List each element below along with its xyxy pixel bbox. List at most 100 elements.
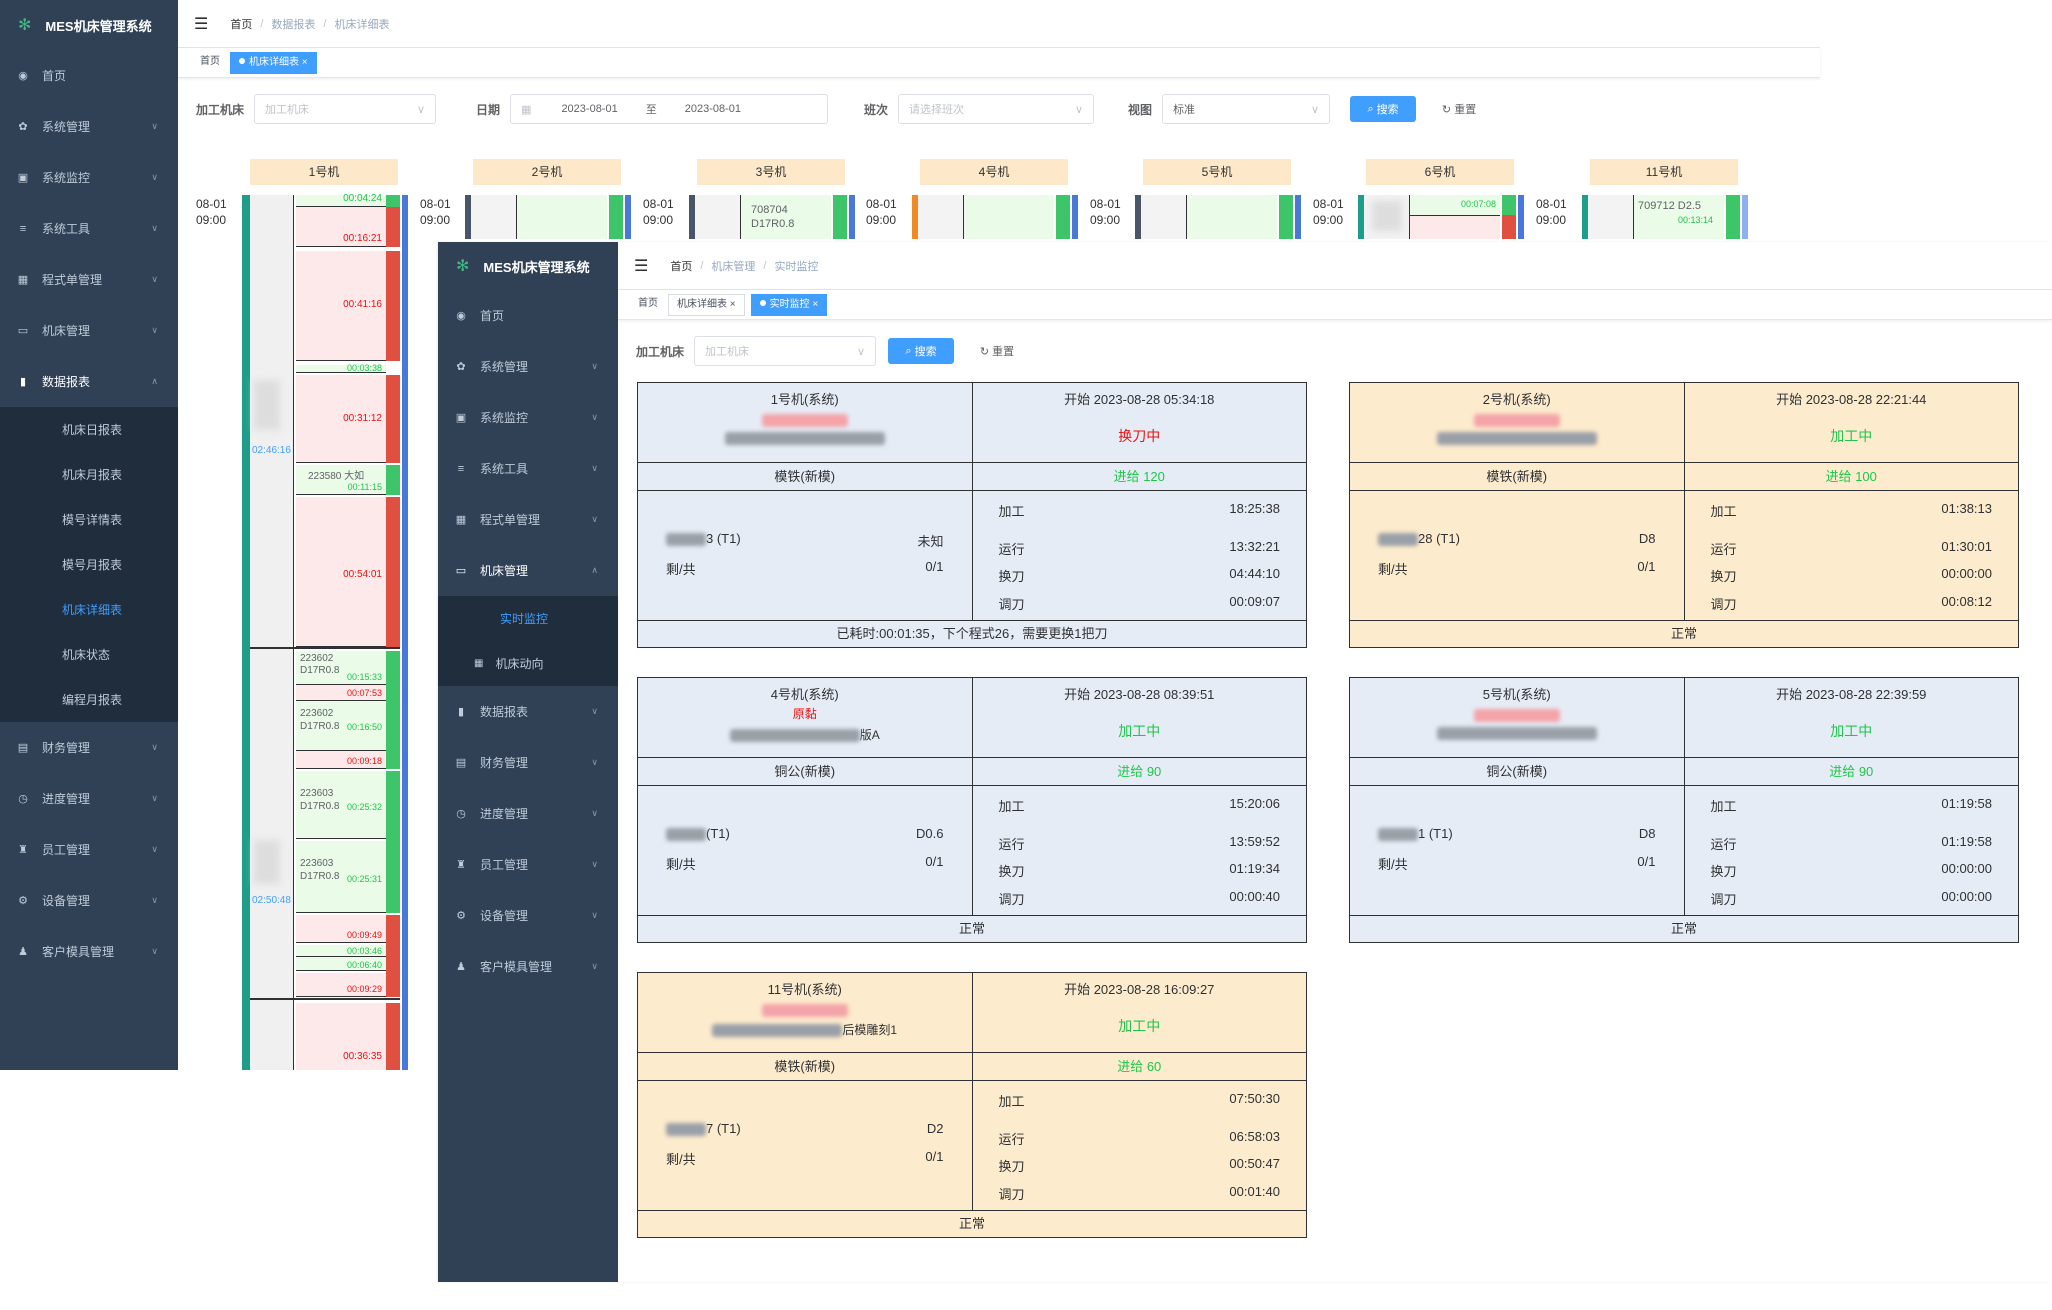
sidebar-item-machine[interactable]: ▭ 机床管理 ∧ — [455, 564, 598, 578]
shift-select[interactable]: 请选择班次 ∨ — [898, 94, 1095, 124]
sidebar-item-finance[interactable]: ▤ 财务管理 ∨ — [17, 741, 158, 755]
timeline-block[interactable]: 223602 D17R0.8 00:15:33 — [296, 651, 386, 685]
sidebar-item-progress[interactable]: ◷ 进度管理 ∨ — [0, 773, 178, 824]
sidebar-item-customer[interactable]: ♟ 客户模具管理 ∨ — [0, 926, 178, 977]
sidebar-item-system[interactable]: ✿ 系统管理 ∨ — [438, 341, 618, 392]
submenu-item-active[interactable]: 机床详细表 — [62, 603, 123, 617]
chevron-up-icon: ∧ — [591, 565, 598, 575]
timeline-block[interactable]: 708704 D17R0.8 — [741, 195, 831, 239]
chevron-down-icon: ∨ — [151, 895, 158, 905]
monitor-icon: ▣ — [17, 172, 29, 184]
sidebar-item-report[interactable]: ▮ 数据报表 ∧ — [0, 356, 178, 407]
hamburger-icon[interactable]: ☰ — [634, 257, 649, 275]
timeline-block[interactable]: 00:06:40 — [296, 957, 386, 971]
date-range-picker[interactable]: ▦ 2023-08-01 至 2023-08-01 — [510, 94, 829, 124]
sidebar-item-tools[interactable]: ≡ 系统工具 ∨ — [0, 203, 178, 254]
sidebar-item-finance[interactable]: ▤ 财务管理 ∨ — [455, 756, 598, 770]
machine-timeline-1: 02:46:16 02:50:48 00:04:24 00:16:21 00:4… — [242, 193, 408, 1070]
timeline-block[interactable]: 00:04:24 — [296, 193, 386, 207]
sidebar-item-customer[interactable]: ♟ 客户模具管理 ∨ — [438, 941, 618, 992]
submenu-item[interactable]: 机床状态 — [62, 648, 111, 662]
timeline-block[interactable]: 223603 D17R0.8 00:25:31 — [296, 841, 386, 913]
tag-machine-detail[interactable]: 机床详细表 × — [668, 293, 745, 316]
search-button[interactable]: ⌕ 搜索 — [888, 338, 955, 364]
sidebar-item-home[interactable]: ◉ 首页 — [438, 290, 618, 341]
card-tool-value: D2 — [926, 1121, 944, 1136]
reset-button[interactable]: ↻ 重置 — [1426, 96, 1493, 122]
timeline-block[interactable]: 00:54:01 — [296, 497, 386, 647]
card-process-time: 07:50:30 — [1229, 1091, 1280, 1106]
sidebar-item-monitor[interactable]: ▣ 系统监控 ∨ — [17, 171, 158, 185]
card-change-time: 00:00:00 — [1941, 566, 1992, 581]
tag-home[interactable]: 首页 — [196, 51, 224, 74]
timeline-block[interactable]: 00:41:16 — [296, 251, 386, 361]
card-remain-ratio: 0/1 — [925, 1149, 944, 1164]
sidebar-item-device[interactable]: ⚙ 设备管理 ∨ — [0, 875, 178, 926]
submenu-item-active[interactable]: 实时监控 — [500, 612, 549, 626]
timeline-block[interactable]: 00:16:21 — [296, 207, 386, 247]
timeline-block[interactable]: 00:07:53 — [296, 685, 386, 701]
submenu-item[interactable]: 机床月报表 — [62, 468, 123, 482]
machine-select[interactable]: 加工机床 ∨ — [694, 336, 877, 366]
sidebar-item-staff[interactable]: ♜ 员工管理 ∨ — [438, 839, 618, 890]
card-status: 加工中 — [1830, 723, 1873, 739]
submenu-item[interactable]: 机床日报表 — [62, 423, 123, 437]
sidebar-item-program[interactable]: ▦ 程式单管理 ∨ — [455, 513, 598, 527]
table-icon: ▦ — [17, 274, 29, 286]
sidebar-item-device[interactable]: ⚙ 设备管理 ∨ — [438, 890, 618, 941]
submenu-item[interactable]: 编程月报表 — [62, 693, 123, 707]
timeline-block[interactable]: 00:09:29 — [296, 973, 386, 997]
gear-icon: ✿ — [18, 121, 28, 133]
card-machine-name: 1号机(系统) — [770, 392, 839, 407]
card-run-time: 01:19:58 — [1941, 834, 1992, 849]
timeline-block[interactable]: 223602 D17R0.8 00:16:50 — [296, 701, 386, 751]
chevron-down-icon: ∨ — [151, 274, 158, 284]
card-remain-label: 剩/共 — [666, 562, 696, 577]
timeline-block[interactable]: 00:03:38 — [296, 363, 386, 373]
tag-realtime-monitor[interactable]: 实时监控 × — [750, 293, 828, 316]
timeline-block[interactable]: 00:31:12 — [296, 375, 386, 463]
sidebar-item-home[interactable]: ◉ 首页 — [0, 50, 178, 101]
time-axis-label: 08-01 09:00 — [196, 197, 227, 227]
sidebar-item-program[interactable]: ▦ 程式单管理 ∨ — [17, 273, 158, 287]
tag-home[interactable]: 首页 — [634, 293, 662, 316]
machine-header: 4号机 — [920, 159, 1068, 185]
sidebar-item-progress[interactable]: ◷ 进度管理 ∨ — [438, 788, 618, 839]
timeline-block[interactable]: 00:09:18 — [296, 751, 386, 769]
timeline-block[interactable]: 223603 D17R0.8 00:25:32 — [296, 771, 386, 839]
submenu-item[interactable]: 模号月报表 — [62, 558, 123, 572]
app-logo: ✻ MES机床管理系统 — [456, 258, 590, 275]
tag-machine-detail[interactable]: 机床详细表 × — [230, 51, 317, 74]
chevron-down-icon: ∨ — [591, 706, 598, 716]
machine-select[interactable]: 加工机床 ∨ — [254, 94, 437, 124]
timeline-block[interactable]: 709712 D2.5 00:13:14 — [1634, 195, 1724, 239]
sidebar-item-monitor[interactable]: ▣ 系统监控 ∨ — [455, 411, 598, 425]
machine-timeline-4 — [912, 195, 1078, 239]
front-window: ✻ MES机床管理系统 ◉ 首页 ✿ 系统管理 ∨ ▣ 系统监控 ∨ ≡ 系统工具 ∨ ▦ 程式单… — [438, 242, 2052, 1282]
chevron-down-icon: ∨ — [151, 946, 158, 956]
timeline-block[interactable]: 00:09:49 — [296, 915, 386, 943]
sidebar-item-report[interactable]: ▮ 数据报表 ∨ — [438, 686, 618, 737]
timeline-block[interactable]: 223580 大如 00:11:15 — [296, 465, 386, 495]
sidebar-item-machine[interactable]: ▭ 机床管理 ∨ — [17, 324, 158, 338]
timeline-block[interactable]: 00:36:35 — [296, 1003, 386, 1070]
sidebar-item-staff[interactable]: ♜ 员工管理 ∨ — [0, 824, 178, 875]
timeline-block[interactable]: 00:03:46 — [296, 945, 386, 957]
search-button[interactable]: ⌕ 搜索 — [1350, 96, 1417, 122]
timeline-block[interactable]: 00:07:08 — [1410, 195, 1500, 215]
submenu-item[interactable]: ▦ 机床动向 — [474, 657, 544, 671]
card-status: 换刀中 — [1118, 428, 1161, 444]
front-tags-view: 首页 机床详细表 × 实时监控 × — [618, 290, 2052, 320]
reset-button[interactable]: ↻ 重置 — [964, 338, 1031, 364]
table-icon: ▦ — [455, 514, 467, 526]
sidebar-item-tools[interactable]: ≡ 系统工具 ∨ — [438, 443, 618, 494]
user-icon: ♟ — [18, 946, 28, 958]
card-machine-name: 2号机(系统) — [1482, 392, 1551, 407]
card-tool-value: D8 — [1638, 826, 1656, 841]
card-mold: 模铁(新模) — [774, 1059, 836, 1074]
submenu-item[interactable]: 模号详情表 — [62, 513, 123, 527]
view-select[interactable]: 标准 ∨ — [1162, 94, 1331, 124]
hamburger-icon[interactable]: ☰ — [194, 15, 209, 33]
sidebar-item-system[interactable]: ✿ 系统管理 ∨ — [0, 101, 178, 152]
breadcrumb: 首页 / 数据报表 / 机床详细表 — [230, 17, 390, 31]
